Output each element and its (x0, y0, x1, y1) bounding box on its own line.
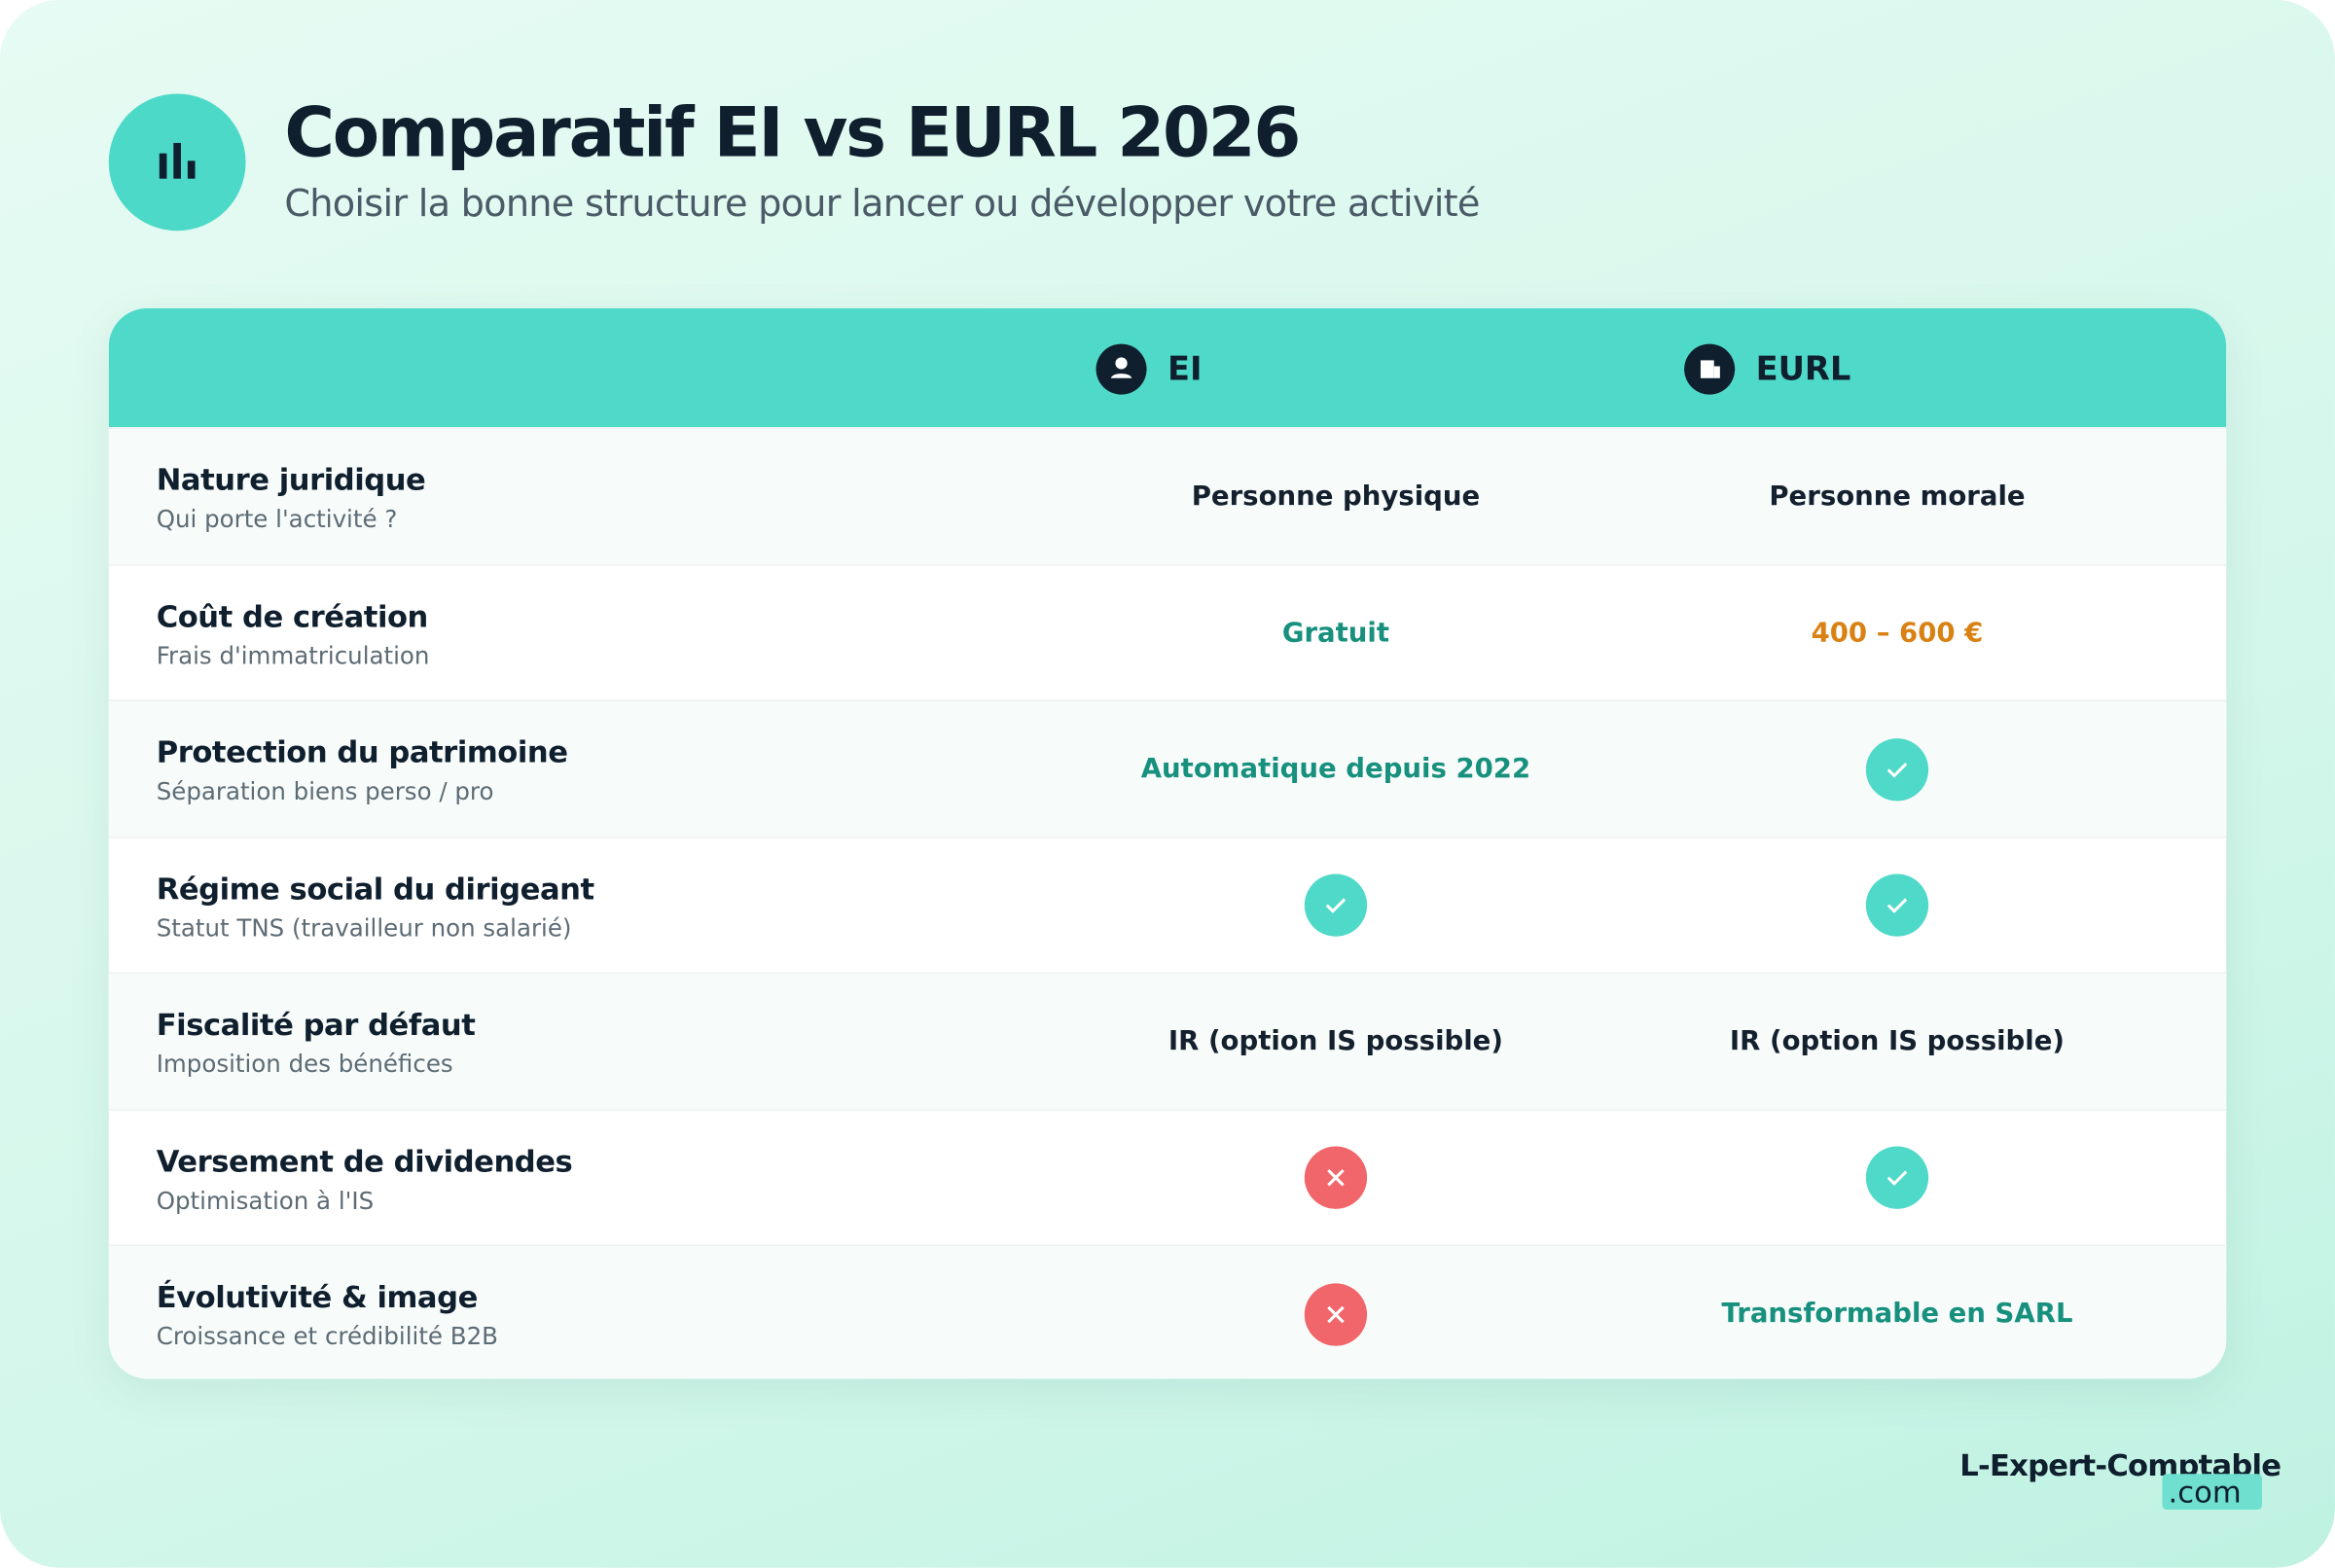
table-row: Protection du patrimoine Séparation biens… (108, 699, 2227, 837)
cell-text: Gratuit (1281, 617, 1390, 649)
cross-icon (1304, 1282, 1368, 1346)
table-row: Versement de dividendes Optimisation à l'… (108, 1108, 2227, 1247)
row-sublabel: Croissance et crédibilité B2B (156, 1322, 498, 1351)
row-label: Nature juridique (156, 461, 426, 498)
check-icon (1865, 737, 1929, 802)
comparison-table: EI EURL Nature juridique Qui porte l'activ… (108, 307, 2227, 1379)
row-label: Régime social du dirigeant (156, 870, 594, 907)
cell-text: 400 – 600 € (1811, 617, 1984, 649)
row-sublabel: Séparation biens perso / pro (156, 776, 494, 806)
row-label: Protection du patrimoine (156, 733, 568, 770)
cross-icon (1304, 1146, 1368, 1210)
row-label: Coût de création (156, 597, 429, 634)
title: Comparatif EI vs EURL 2026 (284, 91, 1301, 173)
column-title: EI (1167, 350, 1203, 388)
cell-text: IR (option IS possible) (1729, 1025, 2066, 1058)
row-sublabel: Frais d'immatriculation (156, 640, 430, 670)
column-header: EI (1096, 343, 1203, 395)
table-row: Régime social du dirigeant Statut TNS (tr… (108, 836, 2227, 974)
cell: Automatique depuis 2022 (1083, 701, 1589, 837)
cell (1644, 837, 2150, 974)
subtitle: Choisir la bonne structure pour lancer o… (284, 181, 1480, 226)
table-row: Fiscalité par défaut Imposition des bénéf… (108, 972, 2227, 1111)
check-icon (1865, 1146, 1929, 1210)
check-icon (1304, 873, 1368, 938)
cell (1083, 1246, 1589, 1378)
cell (1644, 701, 2150, 837)
cell: Personne morale (1644, 429, 2150, 565)
cell: IR (option IS possible) (1644, 974, 2150, 1110)
chart-icon (159, 142, 196, 179)
cell: IR (option IS possible) (1083, 974, 1589, 1110)
cell-text: Transformable en SARL (1721, 1299, 2073, 1331)
row-label: Fiscalité par défaut (156, 1006, 476, 1043)
cell-text: Automatique depuis 2022 (1140, 753, 1531, 786)
column-header: EURL (1684, 343, 1851, 395)
cell (1083, 837, 1589, 974)
row-label: Versement de dividendes (156, 1142, 573, 1179)
cell-text: Personne morale (1769, 481, 2026, 513)
cell-text: Personne physique (1191, 481, 1481, 513)
table-row: Coût de création Frais d'immatriculation G… (108, 563, 2227, 701)
column-icon (1684, 343, 1736, 395)
brand-tld: .com (2162, 1474, 2263, 1511)
cell: Gratuit (1083, 565, 1589, 701)
column-icon (1096, 343, 1147, 395)
table-header: EI EURL (108, 307, 2227, 428)
table-row: Nature juridique Qui porte l'activité ? Pe… (108, 427, 2227, 565)
cell: Personne physique (1083, 429, 1589, 565)
cell: 400 – 600 € (1644, 565, 2150, 701)
cell (1644, 1110, 2150, 1246)
logo (108, 93, 246, 232)
row-sublabel: Imposition des bénéfices (156, 1050, 453, 1079)
cell-text: IR (option IS possible) (1168, 1025, 1503, 1058)
cell (1083, 1110, 1589, 1246)
table-row: Évolutivité & image Croissance et crédibi… (108, 1244, 2227, 1379)
row-sublabel: Statut TNS (travailleur non salarié) (156, 913, 572, 943)
row-sublabel: Qui porte l'activité ? (156, 504, 398, 533)
row-sublabel: Optimisation à l'IS (156, 1186, 375, 1215)
check-icon (1865, 873, 1929, 938)
column-title: EURL (1755, 350, 1851, 388)
cell: Transformable en SARL (1644, 1246, 2150, 1378)
row-label: Évolutivité & image (156, 1278, 479, 1315)
